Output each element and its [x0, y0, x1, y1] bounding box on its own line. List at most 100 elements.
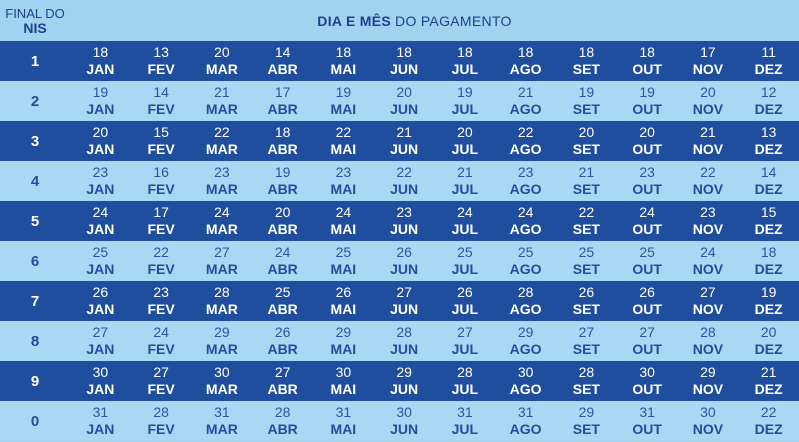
payment-month: FEV — [147, 421, 175, 437]
payment-day: 25 — [578, 244, 595, 260]
payment-day: 28 — [214, 284, 230, 300]
payment-day: 15 — [760, 204, 777, 220]
payment-day: 23 — [335, 164, 352, 180]
payment-month: MAR — [205, 221, 238, 237]
table-row: 2 19 JAN 14 FEV 21 MAR 17 ABR 19 MAI 20 JUN 19 JUL 21 AG… — [0, 81, 799, 121]
payment-month: OUT — [632, 221, 662, 237]
payment-date-cell: 30 OUT — [617, 361, 678, 401]
payment-date-cell: 22 MAR — [192, 121, 253, 161]
payment-month: AGO — [509, 141, 542, 157]
payment-month: FEV — [147, 261, 175, 277]
payment-day: 20 — [457, 124, 473, 140]
payment-month: MAR — [205, 141, 238, 157]
payment-day: 25 — [335, 244, 352, 260]
payment-day: 17 — [700, 44, 716, 60]
payment-date-cell: 21 AGO — [495, 81, 556, 121]
payment-day: 31 — [457, 404, 473, 420]
payment-day: 25 — [92, 244, 109, 260]
payment-day: 11 — [761, 44, 776, 60]
payment-month: SET — [572, 341, 600, 357]
payment-day: 20 — [274, 204, 291, 220]
nis-final-digit: 5 — [30, 212, 40, 230]
payment-month: NOV — [692, 301, 724, 317]
payment-day: 30 — [92, 364, 109, 380]
payment-date-cell: 26 JUN — [374, 241, 435, 281]
payment-month: NOV — [692, 181, 724, 197]
payment-month: JAN — [86, 141, 115, 157]
nis-header-line2: NIS — [23, 19, 47, 36]
payment-date-cell: 25 JAN — [70, 241, 131, 281]
payment-day: 18 — [92, 44, 109, 60]
payment-date-cell: 13 DEZ — [738, 121, 799, 161]
payment-date-cell: 30 MAR — [192, 361, 253, 401]
payment-day: 29 — [578, 404, 595, 420]
payment-date-cell: 22 NOV — [678, 161, 739, 201]
payment-month: ABR — [267, 341, 298, 357]
payment-day: 20 — [92, 124, 109, 140]
payment-date-cell: 22 AGO — [495, 121, 556, 161]
payment-month: MAI — [330, 421, 357, 437]
payment-date-cell: 16 FEV — [131, 161, 192, 201]
payment-day: 21 — [700, 124, 716, 140]
payment-month: JUL — [451, 101, 479, 117]
payment-date-cell: 22 JUN — [374, 161, 435, 201]
payment-date-cell: 14 FEV — [131, 81, 192, 121]
payment-day: 22 — [578, 204, 595, 220]
payment-date-cell: 20 ABR — [252, 201, 313, 241]
payment-month: DEZ — [754, 141, 783, 157]
payment-date-cell: 31 MAR — [192, 401, 253, 441]
payment-month: AGO — [509, 221, 542, 237]
title-rest: DO PAGAMENTO — [395, 12, 512, 29]
table-row: 9 30 JAN 27 FEV 30 MAR 27 ABR 30 MAI 29 JUN 28 JUL 30 AG… — [0, 361, 799, 401]
payment-day: 23 — [92, 164, 109, 180]
payment-day: 17 — [153, 204, 169, 220]
table-row: 7 26 JAN 23 FEV 28 MAR 25 ABR 26 MAI 27 JUN 26 JUL 28 AG… — [0, 281, 799, 321]
payment-date-cell: 28 MAR — [192, 281, 253, 321]
payment-date-cell: 29 SET — [556, 401, 617, 441]
payment-date-cell: 23 JUN — [374, 201, 435, 241]
payment-month: DEZ — [754, 421, 783, 437]
payment-month: JAN — [86, 301, 115, 317]
payment-day: 30 — [700, 404, 716, 420]
payment-day: 26 — [335, 284, 352, 300]
payment-date-cell: 30 NOV — [678, 401, 739, 441]
payment-date-cell: 23 FEV — [131, 281, 192, 321]
payment-day: 27 — [153, 364, 169, 380]
payment-date-cell: 19 OUT — [617, 81, 678, 121]
payment-date-cell: 28 FEV — [131, 401, 192, 441]
payment-day: 20 — [396, 84, 412, 100]
payment-day: 27 — [639, 324, 655, 340]
payment-date-cell: 17 FEV — [131, 201, 192, 241]
payment-date-cell: 28 SET — [556, 361, 617, 401]
payment-month: MAI — [330, 181, 357, 197]
payment-month: AGO — [509, 181, 542, 197]
payment-date-cell: 23 JAN — [70, 161, 131, 201]
payment-date-cell: 28 JUN — [374, 321, 435, 361]
payment-month: SET — [572, 61, 600, 77]
payment-day: 24 — [214, 204, 230, 220]
payment-day: 19 — [335, 84, 352, 100]
payment-date-cell: 30 JUN — [374, 401, 435, 441]
payment-day: 31 — [639, 404, 655, 420]
payment-date-cell: 27 OUT — [617, 321, 678, 361]
payment-day: 23 — [153, 284, 169, 300]
payment-table: 1 18 JAN 13 FEV 20 MAR 14 ABR 18 MAI 18 JUN 18 JUL 18 AG… — [0, 41, 799, 441]
payment-month: ABR — [267, 381, 298, 397]
payment-month: JAN — [86, 181, 115, 197]
payment-date-cell: 29 AGO — [495, 321, 556, 361]
payment-day: 18 — [517, 44, 534, 60]
payment-day: 31 — [517, 404, 534, 420]
payment-month: JUN — [390, 421, 419, 437]
payment-date-cell: 24 JAN — [70, 201, 131, 241]
payment-day: 30 — [639, 364, 655, 380]
payment-day: 24 — [700, 244, 716, 260]
payment-date-cell: 28 JUL — [435, 361, 496, 401]
payment-date-cell: 28 ABR — [252, 401, 313, 441]
payment-date-cell: 20 JUN — [374, 81, 435, 121]
table-row: 8 27 JAN 24 FEV 29 MAR 26 ABR 29 MAI 28 JUN 27 JUL 29 AG… — [0, 321, 799, 361]
payment-day: 22 — [396, 164, 412, 180]
payment-date-cell: 20 MAR — [192, 41, 253, 81]
payment-month: JAN — [86, 61, 115, 77]
payment-date-cell: 13 FEV — [131, 41, 192, 81]
payment-date-cell: 20 JAN — [70, 121, 131, 161]
